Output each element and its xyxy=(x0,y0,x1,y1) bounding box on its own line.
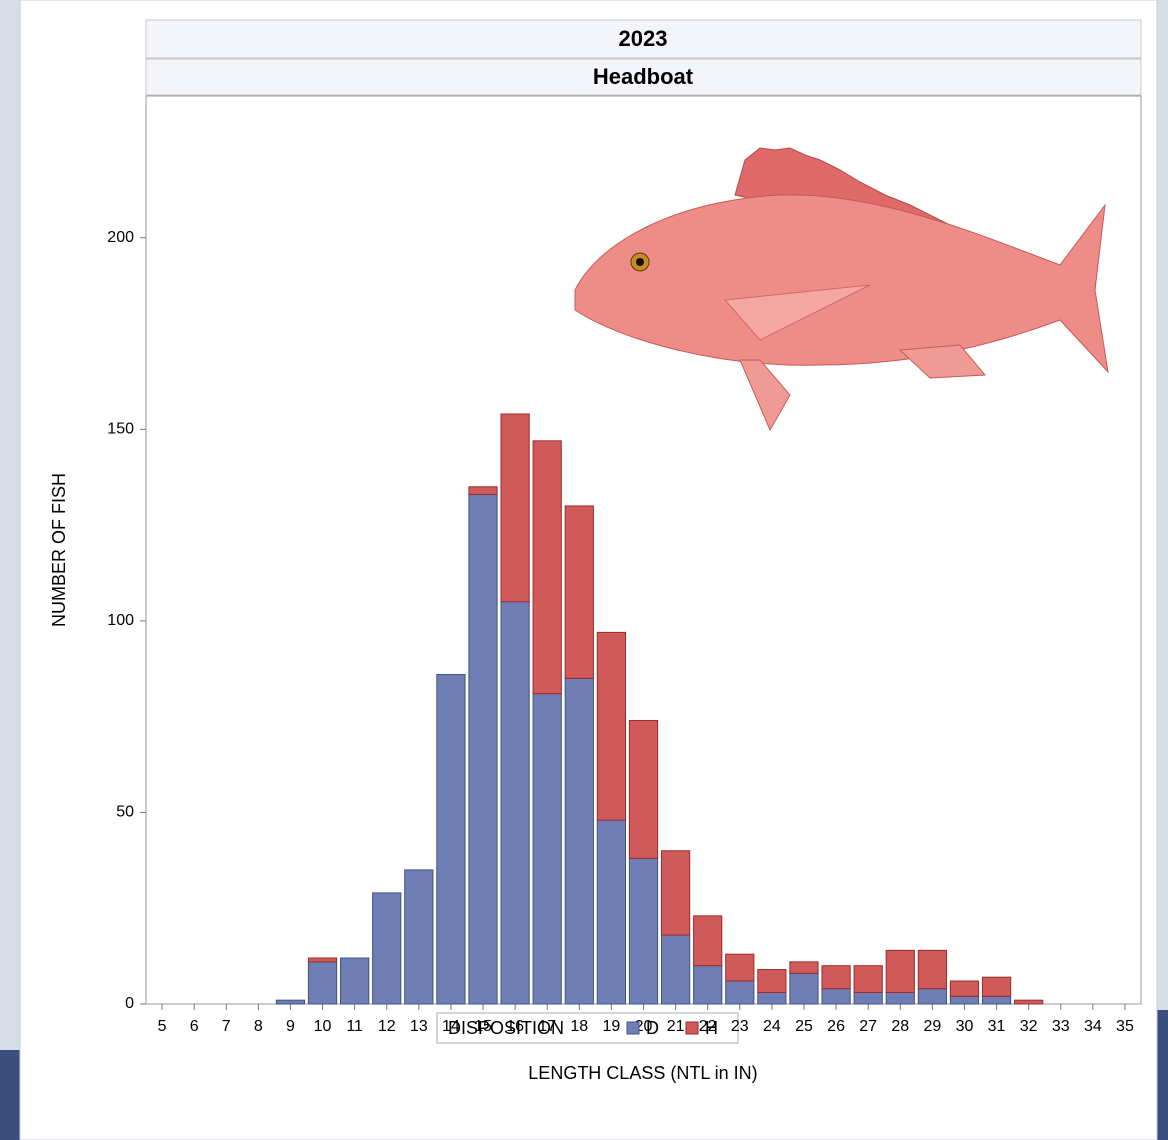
bar-segment xyxy=(693,915,723,967)
x-tick-label: 9 xyxy=(286,1018,295,1035)
y-tick-label: 50 xyxy=(116,804,134,821)
y-tick-label: 0 xyxy=(125,995,134,1012)
x-tick-label: 13 xyxy=(410,1018,428,1035)
x-tick-label: 29 xyxy=(923,1018,941,1035)
bar-segment xyxy=(340,957,370,1005)
bar-segment xyxy=(660,934,691,1005)
x-tick-label: 16 xyxy=(506,1018,524,1035)
legend-title: DISPOSITION xyxy=(448,1018,564,1038)
x-tick-label: 33 xyxy=(1052,1018,1070,1035)
bar-segment xyxy=(757,969,787,994)
bar-segment xyxy=(564,505,594,679)
x-tick-label: 28 xyxy=(891,1018,909,1035)
bar-segment xyxy=(821,965,851,990)
bar-segment xyxy=(468,486,498,495)
x-tick-label: 32 xyxy=(1020,1018,1038,1035)
header-box xyxy=(145,58,1142,96)
bar-segment xyxy=(307,961,338,1005)
bar-segment xyxy=(532,440,562,695)
x-tick-label: 6 xyxy=(190,1018,199,1035)
bar-segment xyxy=(307,957,338,963)
bar-segment xyxy=(949,995,980,1005)
bar-segment xyxy=(372,892,402,1005)
bar-segment xyxy=(468,493,498,1005)
y-tick-label: 200 xyxy=(107,229,134,246)
x-tick-label: 24 xyxy=(763,1018,781,1035)
x-tick-label: 21 xyxy=(667,1018,685,1035)
bar-segment xyxy=(949,980,980,997)
bar-segment xyxy=(853,965,883,994)
bar-segment xyxy=(789,972,819,1005)
bar-segment xyxy=(500,601,530,1005)
bar-segment xyxy=(885,992,915,1005)
bar-segment xyxy=(725,980,755,1005)
chart-title: 2023 xyxy=(619,26,668,51)
bar-segment xyxy=(404,869,434,1005)
bar-segment xyxy=(564,677,594,1005)
x-tick-label: 25 xyxy=(795,1018,813,1035)
y-tick-label: 100 xyxy=(107,612,134,629)
x-tick-label: 19 xyxy=(603,1018,621,1035)
legend-label: D xyxy=(646,1018,659,1038)
bar-segment xyxy=(596,631,627,821)
x-tick-label: 27 xyxy=(859,1018,877,1035)
x-tick-label: 10 xyxy=(314,1018,332,1035)
bar-segment xyxy=(821,988,851,1005)
x-tick-label: 17 xyxy=(538,1018,556,1035)
bar-segment xyxy=(853,992,883,1005)
bar-segment xyxy=(596,819,627,1005)
fish-illustration xyxy=(574,147,1109,432)
x-tick-label: 14 xyxy=(442,1018,460,1035)
x-tick-label: 31 xyxy=(988,1018,1006,1035)
corner-decoration xyxy=(0,1050,22,1140)
x-tick-label: 22 xyxy=(699,1018,717,1035)
bar-segment xyxy=(757,992,787,1005)
chart-subtitle: Headboat xyxy=(593,64,694,89)
x-tick-label: 23 xyxy=(731,1018,749,1035)
header-box xyxy=(145,19,1142,59)
bar-segment xyxy=(275,999,306,1005)
bar-segment xyxy=(917,949,947,990)
bar-segment xyxy=(789,961,819,974)
bar-segment xyxy=(532,693,562,1005)
bar-segment xyxy=(628,857,659,1005)
x-tick-label: 34 xyxy=(1084,1018,1102,1035)
bar-segment xyxy=(628,719,659,859)
legend-swatch xyxy=(685,1021,699,1035)
legend-label: H xyxy=(705,1018,718,1038)
bar-segment xyxy=(725,953,755,982)
y-tick-label: 150 xyxy=(107,421,134,438)
bar-segment xyxy=(981,976,1012,997)
bar-segment xyxy=(693,965,723,1005)
x-tick-label: 15 xyxy=(474,1018,492,1035)
x-tick-label: 11 xyxy=(346,1018,363,1035)
corner-decoration xyxy=(1157,1010,1168,1140)
x-tick-label: 12 xyxy=(378,1018,396,1035)
x-tick-label: 26 xyxy=(827,1018,845,1035)
x-tick-label: 35 xyxy=(1116,1018,1134,1035)
x-tick-label: 7 xyxy=(222,1018,231,1035)
bar-segment xyxy=(500,413,530,603)
x-tick-label: 18 xyxy=(570,1018,588,1035)
x-axis-label: LENGTH CLASS (NTL in IN) xyxy=(528,1063,757,1083)
bar-segment xyxy=(436,674,466,1005)
legend-swatch xyxy=(626,1021,640,1035)
bar-segment xyxy=(981,995,1012,1005)
bar-segment xyxy=(1014,999,1044,1005)
x-tick-label: 30 xyxy=(956,1018,974,1035)
bar-segment xyxy=(885,949,915,994)
x-tick-label: 8 xyxy=(254,1018,263,1035)
y-axis-label: NUMBER OF FISH xyxy=(49,473,69,627)
x-tick-label: 5 xyxy=(158,1018,167,1035)
bar-segment xyxy=(660,850,691,936)
bar-segment xyxy=(917,988,947,1005)
